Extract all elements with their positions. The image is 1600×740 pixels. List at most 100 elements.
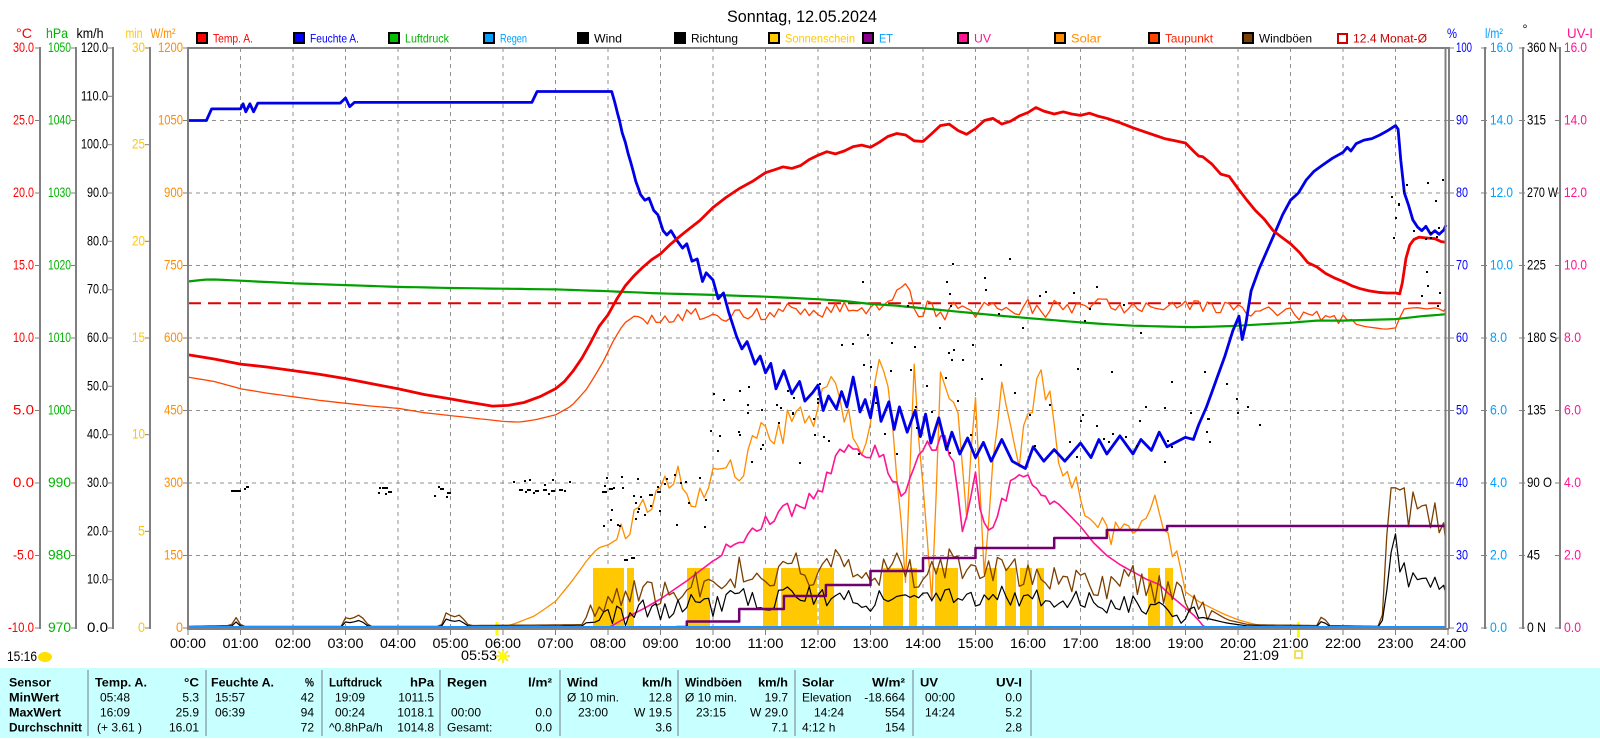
svg-text:Durchschnitt: Durchschnitt [9,721,82,735]
svg-text:0.0: 0.0 [1564,619,1581,635]
svg-text:25.0: 25.0 [13,112,34,128]
svg-text:hPa: hPa [46,25,68,41]
svg-text:hPa: hPa [410,676,434,690]
svg-text:0.0: 0.0 [535,706,552,720]
svg-text:2.0: 2.0 [1564,547,1581,563]
svg-text:1000: 1000 [48,402,71,418]
svg-text:360 N: 360 N [1527,39,1557,55]
svg-text:40.0: 40.0 [87,426,108,442]
svg-text:4:12 h: 4:12 h [802,721,835,735]
svg-text:60.0: 60.0 [87,329,108,345]
svg-text:45: 45 [1527,547,1540,563]
svg-text:12.8: 12.8 [649,691,673,705]
svg-text:13:00: 13:00 [853,635,889,651]
svg-text:50: 50 [1456,402,1468,418]
svg-text:15:16: 15:16 [7,648,37,664]
svg-text:(+ 3.61 ): (+ 3.61 ) [97,721,142,735]
svg-text:70.0: 70.0 [87,281,108,297]
svg-text:16.0: 16.0 [1564,39,1587,55]
svg-text:8.0: 8.0 [1564,329,1581,345]
svg-text:25.9: 25.9 [176,706,200,720]
svg-text:19:00: 19:00 [1168,635,1204,651]
svg-text:120.0: 120.0 [81,39,108,55]
svg-text:12.0: 12.0 [1564,184,1587,200]
svg-text:7.1: 7.1 [771,721,788,735]
svg-text:750: 750 [164,257,183,273]
svg-text:50.0: 50.0 [87,377,108,393]
svg-text:km/h: km/h [642,676,672,690]
svg-text:Solar: Solar [1071,32,1101,46]
svg-text:23:00: 23:00 [578,706,608,720]
svg-text:21:00: 21:00 [1273,635,1309,651]
svg-text:17:00: 17:00 [1063,635,1099,651]
svg-text:05:48: 05:48 [100,691,130,705]
svg-text:15: 15 [132,329,145,345]
svg-text:°C: °C [184,676,199,690]
svg-text:600: 600 [164,329,183,345]
svg-text:-5.0: -5.0 [13,547,34,563]
svg-text:18:00: 18:00 [1115,635,1151,651]
svg-text:Elevation: Elevation [802,691,851,705]
svg-text:W/m²: W/m² [151,25,176,41]
svg-text:225: 225 [1527,257,1546,273]
svg-text:-10.0: -10.0 [8,619,34,635]
svg-text:150: 150 [164,547,183,563]
svg-text:03:00: 03:00 [328,635,364,651]
svg-text:180 S: 180 S [1527,329,1557,345]
svg-text:Wind: Wind [567,676,598,690]
svg-text:135: 135 [1527,402,1546,418]
svg-text:Temp. A.: Temp. A. [213,32,253,46]
svg-text:16.0: 16.0 [1490,39,1513,55]
svg-text:4.0: 4.0 [1490,474,1507,490]
svg-text:Temp. A.: Temp. A. [95,676,147,690]
svg-text:UV: UV [974,32,991,46]
svg-text:11:00: 11:00 [748,635,784,651]
svg-text:00:00: 00:00 [925,691,955,705]
svg-text:W 19.5: W 19.5 [634,706,672,720]
svg-text:42: 42 [301,691,315,705]
svg-text:8.0: 8.0 [1490,329,1507,345]
svg-text:12.0: 12.0 [1490,184,1513,200]
svg-text:16.01: 16.01 [169,721,199,735]
svg-text:ET: ET [879,32,894,46]
svg-text:%: % [305,676,314,690]
svg-text:07:00: 07:00 [538,635,574,651]
svg-text:06:39: 06:39 [215,706,245,720]
svg-text:12:00: 12:00 [800,635,836,651]
svg-text:UV-I: UV-I [1567,25,1593,41]
svg-text:1050: 1050 [158,112,183,128]
svg-text:1018.1: 1018.1 [397,706,434,720]
svg-text:Luftdruck: Luftdruck [405,32,450,46]
svg-text:1040: 1040 [48,112,71,128]
svg-text:14.0: 14.0 [1490,112,1513,128]
svg-text:W 29.0: W 29.0 [750,706,788,720]
svg-text:min: min [126,25,143,41]
svg-text:Windböen: Windböen [1259,32,1312,46]
svg-text:300: 300 [164,474,183,490]
svg-text:10.0: 10.0 [1490,257,1513,273]
svg-text:0.0: 0.0 [535,721,552,735]
svg-text:01:00: 01:00 [223,635,259,651]
svg-text:70: 70 [1456,257,1468,273]
svg-text:14.0: 14.0 [1564,112,1587,128]
svg-text:1010: 1010 [48,329,71,345]
svg-text:UV: UV [920,676,938,690]
svg-text:1014.8: 1014.8 [397,721,434,735]
svg-text:0: 0 [176,619,183,635]
svg-text:30.0: 30.0 [87,474,108,490]
svg-text:05:53: 05:53 [461,647,497,663]
svg-text:04:00: 04:00 [380,635,416,651]
svg-text:10.0: 10.0 [87,571,108,587]
svg-text:06:00: 06:00 [485,635,521,651]
svg-text:315: 315 [1527,112,1546,128]
svg-text:24:00: 24:00 [1430,635,1466,651]
svg-text:154: 154 [885,721,905,735]
svg-text:20: 20 [132,232,145,248]
svg-text:19.7: 19.7 [765,691,789,705]
svg-text:900: 900 [164,184,183,200]
svg-text:23:15: 23:15 [696,706,726,720]
svg-text:16:09: 16:09 [100,706,130,720]
svg-text:19:09: 19:09 [335,691,365,705]
svg-text:6.0: 6.0 [1490,402,1507,418]
svg-text:554: 554 [885,706,905,720]
